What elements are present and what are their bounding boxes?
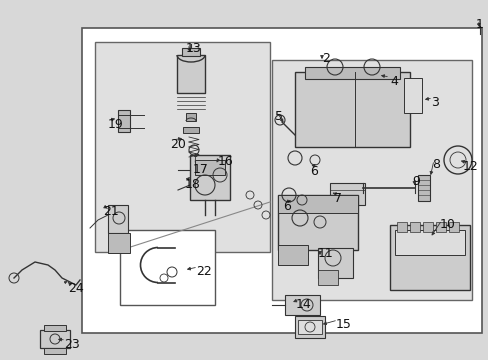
Bar [195,160,224,175]
Text: 21: 21 [103,205,119,218]
Bar [278,195,357,213]
Text: 24: 24 [68,282,83,295]
Text: 14: 14 [295,298,311,311]
Bar [44,348,66,354]
Bar [95,42,269,252]
Bar [417,175,429,201]
Bar [177,55,204,93]
Bar [422,222,432,232]
Bar [183,127,199,133]
Text: 3: 3 [430,96,438,109]
Bar [409,222,419,232]
Bar [305,67,399,79]
Bar [190,155,229,200]
Text: 10: 10 [439,218,455,231]
Bar [40,330,70,348]
Text: 6: 6 [283,200,290,213]
Bar [108,205,128,233]
Bar [108,233,130,253]
Bar [82,28,481,333]
Text: 17: 17 [193,163,208,176]
Bar [285,295,319,315]
Text: 13: 13 [185,42,202,55]
Bar [435,222,445,232]
Text: 20: 20 [170,138,185,151]
Text: 5: 5 [274,110,283,123]
Text: 6: 6 [309,165,317,178]
Bar [278,195,357,250]
Bar [389,225,469,290]
Text: 9: 9 [411,175,419,188]
Text: 7: 7 [333,192,341,205]
Text: 16: 16 [218,155,233,168]
Text: 4: 4 [389,75,397,88]
Bar [278,245,307,265]
Bar [271,60,471,300]
Text: 8: 8 [431,158,439,171]
Text: 22: 22 [196,265,211,278]
Bar [182,48,200,56]
Bar [294,72,409,147]
Bar [317,248,352,278]
Bar [44,325,66,331]
Text: 15: 15 [335,318,351,331]
Text: 2: 2 [321,52,329,65]
Bar [120,230,215,305]
Text: 19: 19 [108,118,123,131]
Bar [118,110,130,132]
Bar [297,320,321,334]
Text: 1: 1 [475,18,483,31]
Text: 12: 12 [462,160,478,173]
Bar [396,222,406,232]
Bar [294,316,325,338]
Bar [317,270,337,285]
Text: 11: 11 [317,247,333,260]
Text: 23: 23 [64,338,80,351]
Bar [185,113,196,121]
Bar [403,78,421,113]
Bar [329,183,364,205]
Text: 18: 18 [184,178,201,191]
Bar [448,222,458,232]
Bar [394,230,464,255]
